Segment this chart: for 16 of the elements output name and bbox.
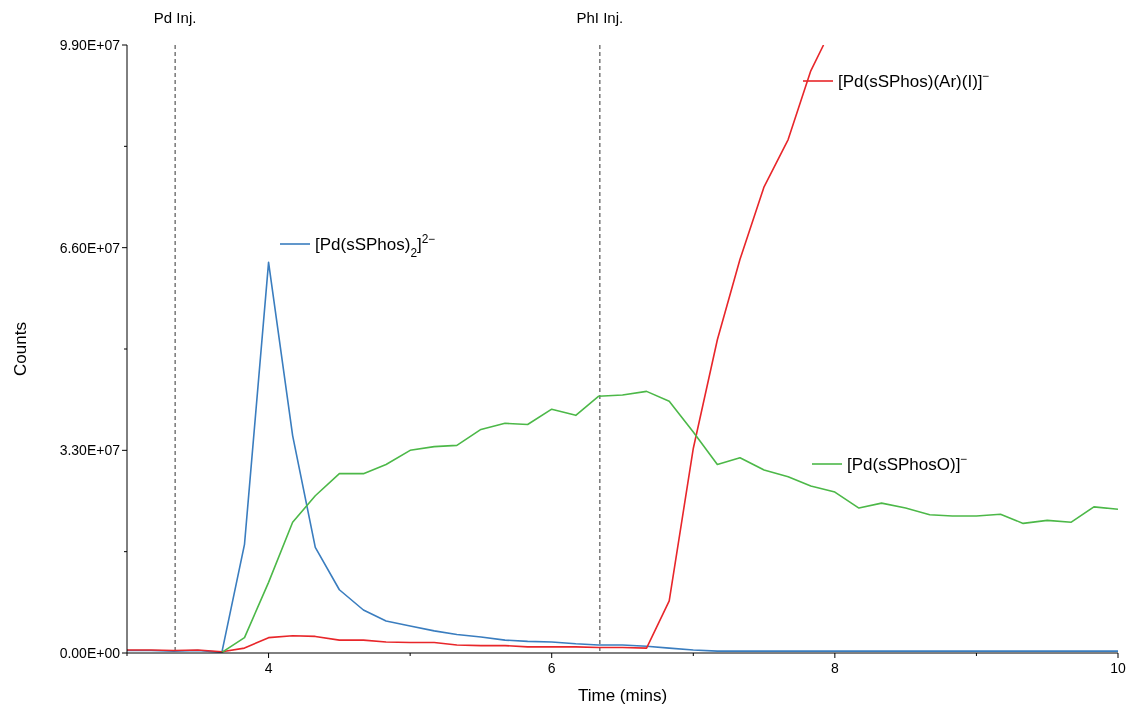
y-tick-label: 9.90E+07 <box>59 37 121 53</box>
y-tick-label: 0.00E+00 <box>59 645 121 661</box>
ref-line-label: PhI Inj. <box>576 9 624 26</box>
y-tick-label: 3.30E+07 <box>59 442 121 459</box>
x-tick-label: 10 <box>1110 660 1126 676</box>
line-series <box>221 390 1118 653</box>
legend-label: [Pd(sSPhos)(Ar)(I)]$^{−}$ <box>838 69 990 91</box>
x-tick-label: 6 <box>547 660 556 676</box>
x-axis-title: Time (mins) <box>577 686 668 705</box>
legend-label: [Pd(sSPhosO)]$^{−}$ <box>847 452 968 474</box>
x-tick-label: 4 <box>264 660 273 676</box>
legend-label: [Pd(sSPhos)$_{2}$]$^{2−}$ <box>315 232 436 260</box>
ref-line-label: Pd Inj. <box>153 9 197 26</box>
x-tick-label: 8 <box>830 660 839 676</box>
y-tick-label: 6.60E+07 <box>59 239 121 256</box>
y-axis-title: Counts <box>11 322 30 376</box>
